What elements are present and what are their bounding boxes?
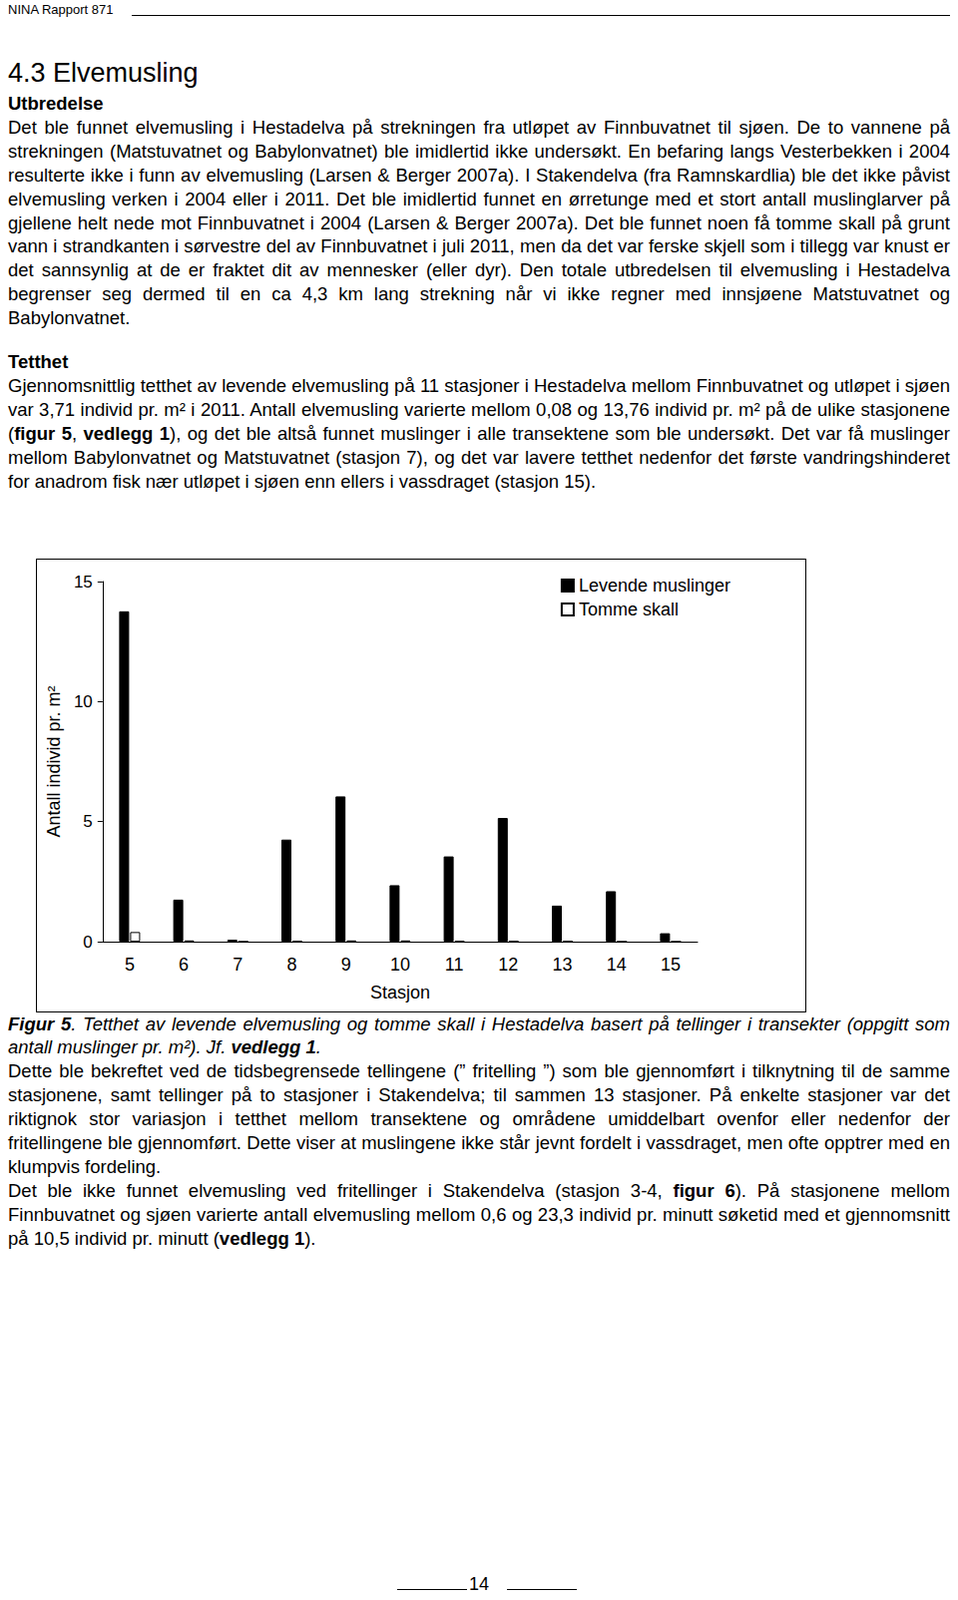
svg-text:7: 7 [232,955,243,975]
html-text:Utbredelse: Utbredelse [7,92,104,114]
html-text:Tetthet: Tetthet [7,351,69,373]
svg-text:5: 5 [82,812,92,832]
svg-text:10: 10 [390,955,411,975]
svg-text:15: 15 [73,571,93,591]
html-text:Figur 5. Tetthet av levende el: Figur 5. Tetthet av levende elvemusling … [7,1013,951,1059]
svg-text:5: 5 [124,955,135,975]
svg-text:8: 8 [286,955,297,975]
html-text:Gjennomsnittlig tetthet av lev: Gjennomsnittlig tetthet av levende elvem… [7,375,951,492]
html-text:NINA Rapport 871: NINA Rapport 871 [7,1,114,17]
svg-text:14: 14 [606,955,627,975]
html-text:14: 14 [469,1574,489,1595]
svg-text:0: 0 [82,932,92,952]
svg-text:11: 11 [445,955,465,975]
html-text:4.3 Elvemusling: 4.3 Elvemusling [7,57,199,88]
svg-text:Levende muslinger: Levende muslinger [578,575,731,596]
html-text:Det ble funnet elvemusling i H: Det ble funnet elvemusling i Hestadelva … [7,116,951,329]
svg-text:12: 12 [497,955,518,975]
svg-text:6: 6 [178,955,189,975]
html-text:Det ble ikke funnet elvemuslin: Det ble ikke funnet elvemusling ved frit… [7,1180,951,1250]
html-text:Dette ble bekreftet ved de tid: Dette ble bekreftet ved de tidsbegrensed… [7,1061,951,1178]
svg-text:13: 13 [551,955,572,975]
svg-text:Antall individ pr. m²: Antall individ pr. m² [43,685,64,838]
svg-text:Tomme skall: Tomme skall [578,599,679,620]
svg-text:15: 15 [660,955,681,975]
svg-text:10: 10 [73,691,93,711]
svg-text:9: 9 [341,955,352,975]
svg-text:Stasjon: Stasjon [370,982,431,1003]
